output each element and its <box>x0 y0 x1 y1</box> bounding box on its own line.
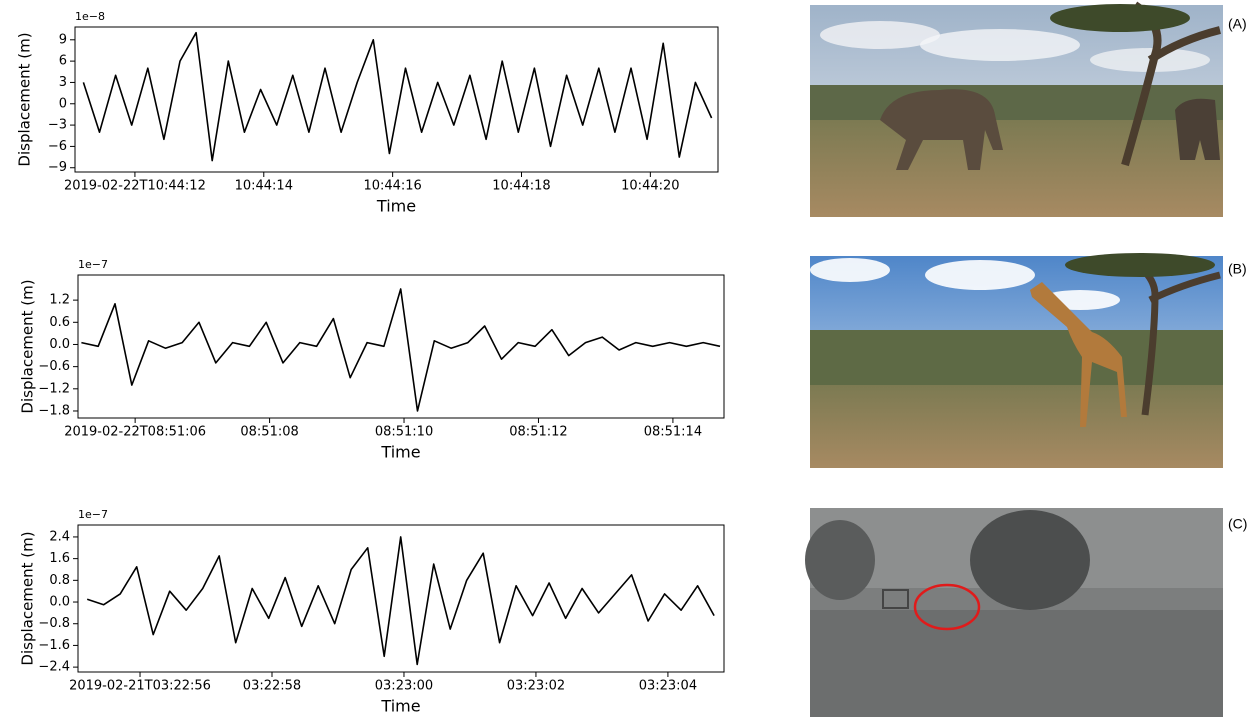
x-axis-label: Time <box>376 197 416 216</box>
y-tick-label: −2.4 <box>38 660 70 675</box>
y-tick-label: 0.0 <box>49 595 70 610</box>
plot-frame <box>74 26 719 173</box>
y-tick-label: 3 <box>59 75 67 90</box>
photo-c <box>805 508 1223 717</box>
x-tick-label: 08:51:10 <box>375 425 433 440</box>
panel-label: (B) <box>1228 261 1247 277</box>
panel-label: (A) <box>1228 16 1247 32</box>
y-tick-label: −1.8 <box>38 403 70 418</box>
plot-frame <box>77 274 725 419</box>
photo-b <box>810 253 1223 468</box>
x-tick-label: 03:23:00 <box>375 679 433 694</box>
x-tick-label: 03:23:02 <box>507 679 565 694</box>
panel-label: (C) <box>1228 516 1247 532</box>
waveform <box>81 288 721 412</box>
y-axis-label: Displacement (m) <box>19 531 37 665</box>
y-tick-label: 0.0 <box>49 337 70 352</box>
y-tick-label: 6 <box>59 54 67 69</box>
offset-label: 1e−8 <box>75 10 105 23</box>
x-tick-label: 08:51:12 <box>509 425 567 440</box>
y-tick-label: 0 <box>59 96 67 111</box>
x-tick-label: 2019-02-22T08:51:06 <box>64 425 206 440</box>
waveform <box>82 31 713 162</box>
x-tick-label: 10:44:14 <box>235 179 293 194</box>
y-tick-label: 0.8 <box>49 573 70 588</box>
y-tick-label: 1.2 <box>49 293 70 308</box>
y-tick-label: −1.2 <box>38 381 70 396</box>
offset-label: 1e−7 <box>78 508 108 521</box>
x-tick-label: 2019-02-21T03:22:56 <box>69 679 211 694</box>
x-tick-label: 10:44:18 <box>492 179 550 194</box>
x-tick-label: 03:23:04 <box>639 679 697 694</box>
plot-frame <box>77 524 725 673</box>
x-tick-label: 08:51:14 <box>644 425 702 440</box>
y-tick-label: 9 <box>59 32 67 47</box>
photo-a <box>810 1 1223 217</box>
y-axis-label: Displacement (m) <box>16 32 34 166</box>
y-tick-label: −3 <box>48 118 67 133</box>
x-tick-label: 03:22:58 <box>243 679 301 694</box>
y-tick-label: 0.6 <box>49 315 70 330</box>
y-axis-label: Displacement (m) <box>19 279 37 413</box>
y-tick-label: −1.6 <box>38 638 70 653</box>
y-tick-label: −0.8 <box>38 616 70 631</box>
x-axis-label: Time <box>380 443 420 462</box>
y-tick-label: −6 <box>48 139 67 154</box>
x-tick-label: 10:44:20 <box>621 179 679 194</box>
x-axis-label: Time <box>380 697 420 716</box>
x-tick-label: 08:51:08 <box>240 425 298 440</box>
x-tick-label: 2019-02-22T10:44:12 <box>64 179 206 194</box>
y-tick-label: −9 <box>48 160 67 175</box>
y-tick-label: −0.6 <box>38 359 70 374</box>
waveform <box>86 536 715 666</box>
y-tick-label: 2.4 <box>49 529 70 544</box>
x-tick-label: 10:44:16 <box>363 179 421 194</box>
y-tick-label: 1.6 <box>49 551 70 566</box>
offset-label: 1e−7 <box>78 258 108 271</box>
